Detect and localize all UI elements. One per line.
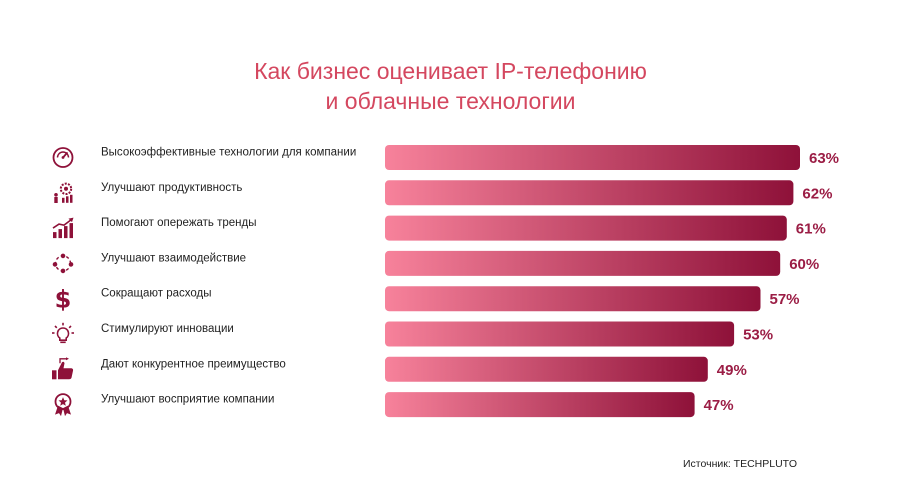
category-label: Улучшают восприятие компании xyxy=(101,394,274,406)
value-label: 61% xyxy=(796,221,826,238)
bar xyxy=(385,286,761,312)
category-label: Сокращают расходы xyxy=(101,288,212,300)
productivity-gear-icon xyxy=(53,182,74,204)
category-label: Улучшают взаимодействие xyxy=(101,252,246,264)
category-label: Дают конкурентное преимущество xyxy=(101,358,286,370)
source-note: Источник: TECHPLUTO xyxy=(683,458,798,470)
chart-title: Как бизнес оценивает IP-телефонию и обла… xyxy=(0,56,901,116)
bar xyxy=(385,215,787,241)
bar xyxy=(385,180,794,206)
title-line-1: Как бизнес оценивает IP-телефонию xyxy=(254,58,647,84)
value-label: 57% xyxy=(770,291,800,308)
team-interaction-icon xyxy=(52,252,75,274)
lightbulb-icon xyxy=(51,322,75,344)
award-medal-icon xyxy=(54,393,72,417)
value-label: 49% xyxy=(717,362,747,379)
thumbs-up-icon xyxy=(51,357,74,380)
category-label: Улучшают продуктивность xyxy=(101,182,242,194)
dollar-icon xyxy=(54,286,72,311)
category-label: Стимулируют инновации xyxy=(101,323,234,335)
category-label: Помогают опережать тренды xyxy=(101,217,257,229)
category-label: Высокоэффективные технологии для компани… xyxy=(101,147,356,159)
title-line-2: и облачные технологии xyxy=(325,88,576,114)
value-label: 62% xyxy=(802,185,832,202)
bar xyxy=(385,392,695,418)
value-label: 47% xyxy=(704,397,734,414)
value-label: 53% xyxy=(743,327,773,344)
bar xyxy=(385,250,781,276)
bar xyxy=(385,145,800,170)
bar xyxy=(385,321,735,347)
value-label: 63% xyxy=(809,150,839,167)
bar xyxy=(385,356,708,382)
value-label: 60% xyxy=(789,256,819,273)
growth-chart-icon xyxy=(52,216,75,239)
speedometer-icon xyxy=(52,147,74,168)
